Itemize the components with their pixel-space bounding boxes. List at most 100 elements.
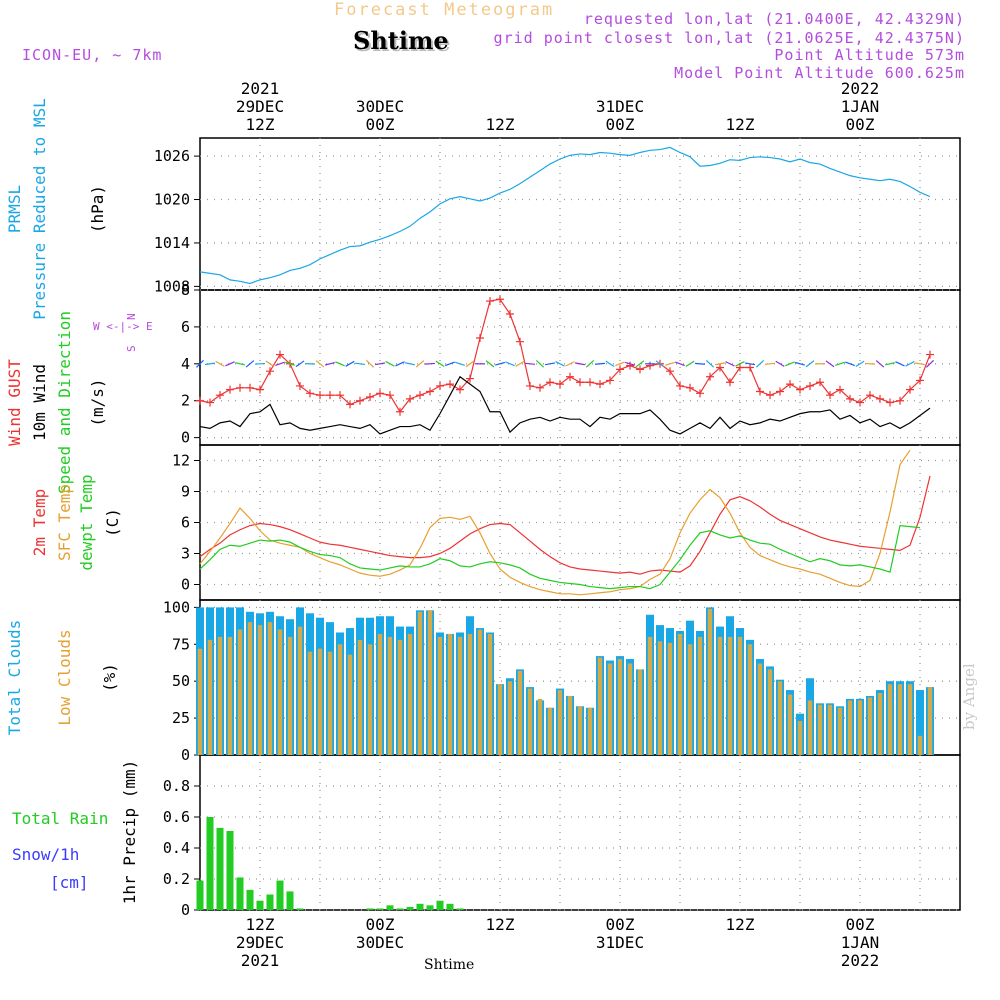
location-title: Shtime [353, 26, 449, 55]
low-cloud-bar [457, 636, 463, 755]
gust-marker [716, 363, 724, 372]
wind-direction-arrow [725, 361, 735, 367]
low-cloud-bar [417, 611, 423, 755]
gust-marker [366, 393, 374, 402]
low-cloud-bar [527, 688, 533, 755]
wind-direction-arrow [884, 362, 896, 366]
clouds-ytick-label: 75 [172, 635, 190, 653]
bottom-time-label: 31DEC [596, 933, 644, 952]
low-cloud-bar [557, 690, 563, 755]
wind-direction-arrow [764, 362, 776, 365]
wind-ytick-label: 2 [181, 392, 190, 410]
bottom-location-label: Shtime [424, 957, 475, 973]
wind-direction-arrow [615, 361, 625, 367]
low-cloud-bar [707, 608, 713, 755]
low-cloud-bar [437, 636, 443, 755]
clouds-ytick-label: 100 [163, 598, 190, 616]
wind-direction-arrow [835, 361, 845, 366]
rain-bar [386, 905, 394, 910]
gust-marker [906, 385, 914, 394]
gust-marker [516, 337, 524, 346]
low-cloud-bar [267, 622, 273, 755]
wind-direction-arrow [895, 361, 905, 367]
wind-direction-arrow [735, 361, 745, 367]
rain-bar [426, 905, 434, 910]
wind-axis-label: 10m Wind [30, 364, 49, 441]
wind-direction-arrow [204, 362, 216, 366]
wind-ytick-label: 4 [181, 355, 190, 373]
wind-direction-arrow [215, 360, 225, 367]
wind-direction-arrow [285, 361, 295, 366]
low-cloud-bar [897, 684, 903, 755]
rain-bar [396, 908, 404, 910]
temp-axis-label: (C) [103, 508, 122, 537]
temperature-ytick-label: 6 [181, 514, 190, 532]
t2m-line [199, 475, 931, 575]
wind-direction-arrow [655, 360, 665, 368]
pressure-axis-label: (hPa) [88, 185, 107, 233]
gust-marker [776, 387, 784, 396]
low-cloud-bar [747, 644, 753, 755]
gust-marker [896, 396, 904, 405]
gust-marker [256, 385, 264, 394]
wind-axis-label: Wind GUST [5, 359, 24, 446]
wind-direction-arrow [665, 361, 675, 366]
low-cloud-bar [317, 648, 323, 755]
gust-marker [296, 381, 304, 390]
wind-direction-arrow [365, 359, 375, 368]
low-cloud-bar [247, 622, 253, 755]
gust-marker [356, 396, 364, 405]
gust-marker [696, 389, 704, 398]
gust-marker [546, 378, 554, 387]
low-cloud-bar [617, 659, 623, 755]
gust-marker [206, 398, 214, 407]
top-time-label: 1JAN [841, 97, 880, 116]
wind-direction-arrow [795, 361, 805, 366]
rain-bar [256, 900, 264, 910]
pressure-panel-frame [199, 137, 961, 291]
gust-marker [426, 387, 434, 396]
pressure-line [199, 146, 931, 285]
wind-direction-arrow [524, 362, 536, 365]
wind-direction-arrow [555, 361, 565, 367]
wind-direction-arrow [925, 359, 935, 368]
top-time-label: 2022 [841, 79, 880, 98]
low-cloud-bar [857, 700, 863, 755]
bottom-time-label: 12Z [486, 915, 515, 934]
wind-direction-arrow [495, 361, 505, 366]
low-cloud-bar [287, 636, 293, 755]
top-time-label: 31DEC [596, 97, 644, 116]
bottom-time-label: 00Z [846, 915, 875, 934]
wind-direction-arrow [196, 359, 204, 368]
wind-ytick-label: 8 [181, 281, 190, 299]
wind-direction-arrow [234, 362, 246, 366]
gust-marker [196, 396, 204, 405]
gust-marker [486, 297, 494, 306]
gust-marker [406, 394, 414, 403]
low-cloud-bar [787, 694, 793, 755]
low-cloud-bar [487, 633, 493, 755]
low-cloud-bar [297, 626, 303, 755]
gust-marker [276, 350, 284, 359]
low-cloud-bar [867, 697, 873, 755]
top-time-label: 00Z [846, 115, 875, 134]
wind-axis-label: (m/s) [88, 378, 107, 426]
point-altitude: Point Altitude 573m [774, 46, 965, 64]
low-cloud-bar [657, 641, 663, 755]
rain-bar [416, 903, 424, 910]
wind-speed-line [199, 375, 931, 435]
gust-marker [676, 381, 684, 390]
wind-direction-arrow [694, 362, 706, 365]
wind-direction-arrow [424, 362, 436, 365]
low-cloud-bar [277, 629, 283, 755]
low-cloud-bar [407, 633, 413, 755]
low-cloud-bar [767, 669, 773, 755]
wind-direction-arrow [275, 361, 285, 367]
rain-bar [246, 889, 254, 910]
low-cloud-bar [697, 636, 703, 755]
wind-compass-south: S [125, 345, 138, 352]
wind-direction-arrow [825, 360, 835, 368]
low-cloud-bar [627, 663, 633, 755]
low-cloud-bar [817, 704, 823, 755]
gust-marker [926, 350, 934, 359]
